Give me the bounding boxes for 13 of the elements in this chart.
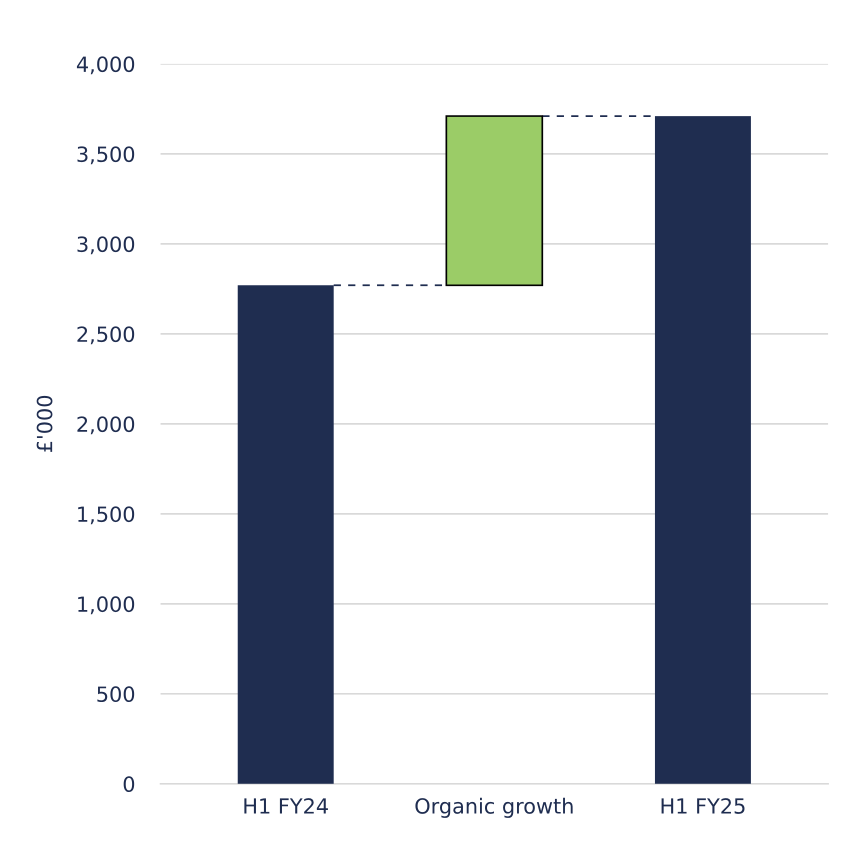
x-tick-label: Organic growth [415,798,573,818]
y-tick-label: 1,000 [78,596,134,614]
x-tick-label: H1 FY25 [662,798,744,814]
y-tick-label: 2,500 [77,326,134,344]
y-axis-title: £'000 [36,396,52,452]
y-tick-label: 1,500 [78,506,134,524]
y-tick-label: 0 [124,776,134,792]
y-tick-label: 2,000 [77,416,134,434]
y-tick-label: 4,000 [76,56,134,74]
y-tick-label: 500 [97,686,134,702]
x-tick-label: H1 FY24 [244,798,328,814]
y-tick-label: 3,000 [77,236,134,254]
y-tick-label: 3,500 [77,146,134,164]
